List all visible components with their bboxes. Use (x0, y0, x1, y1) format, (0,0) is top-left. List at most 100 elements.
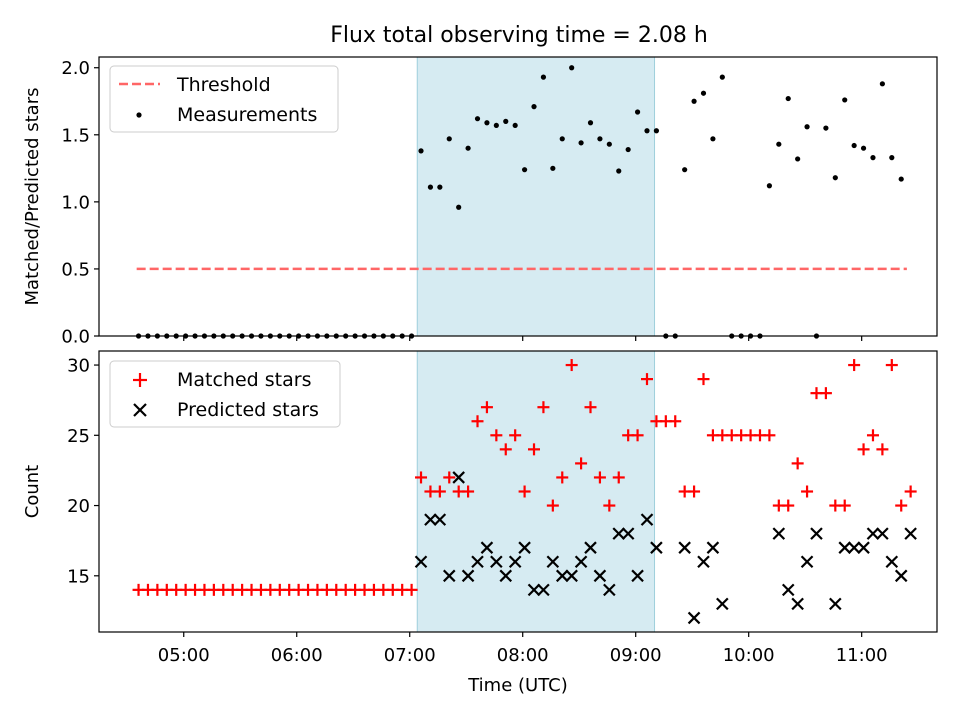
predicted-star-point (527, 583, 541, 597)
predicted-star-point (706, 541, 720, 554)
matched-star-point (593, 471, 606, 484)
predicted-star-point (508, 555, 522, 569)
legend-box (109, 65, 339, 133)
matched-star-point (499, 443, 512, 456)
measurement-point (653, 128, 660, 134)
measurement-point (870, 155, 876, 161)
predicted-star-point (593, 569, 607, 583)
y-axis-label: Count (22, 465, 43, 518)
predicted-star-point (471, 555, 484, 569)
matched-star-point (848, 359, 861, 372)
measurement-point (559, 136, 565, 142)
measurement-point (889, 155, 895, 161)
matched-star-point (904, 485, 917, 498)
measurement-point (512, 122, 518, 129)
measurement-point (521, 167, 528, 173)
measurement-point (700, 90, 707, 96)
predicted-star-point (800, 555, 814, 569)
measurement-point (465, 145, 471, 151)
predicted-star-point (885, 555, 899, 569)
measurement-point (540, 74, 547, 80)
legend: Matched stars Predicted stars (109, 360, 341, 428)
measurement-point (569, 65, 575, 71)
predicted-star-point (838, 541, 852, 554)
matched-star-point (801, 485, 814, 498)
matched-star-point (405, 583, 418, 596)
predicted-star-point (424, 513, 437, 526)
matched-star-point (612, 471, 625, 484)
measurement-point (804, 124, 810, 130)
predicted-star-point (603, 583, 616, 597)
measurement-point (474, 116, 481, 122)
matched-star-point (838, 499, 851, 512)
matched-star-point (866, 429, 879, 442)
predicted-star-point (847, 541, 861, 554)
matched-star-point (631, 429, 644, 442)
predicted-star-point (414, 555, 428, 569)
predicted-star-point (876, 527, 889, 540)
predicted-star-point (433, 513, 447, 526)
observing-window-shade (416, 56, 656, 337)
matched-star-point (433, 485, 446, 498)
legend-matched-label: Matched stars (177, 369, 311, 391)
matched-star-point (471, 415, 484, 428)
measurement-point (691, 98, 697, 104)
count-points (132, 359, 917, 625)
predicted-star-point (584, 541, 597, 554)
measurement-point (616, 168, 622, 174)
matched-star-point (640, 373, 653, 386)
y-tick-label: 0.0 (61, 327, 90, 348)
matched-star-point (584, 401, 597, 414)
y-tick-label: 2.0 (61, 58, 90, 79)
x-tick-label: 07:00 (384, 645, 436, 666)
measurement-point (625, 146, 631, 153)
matched-star-point (819, 387, 832, 400)
matched-star-point (688, 485, 701, 498)
axes-frame (98, 56, 938, 337)
measurement-point (634, 109, 641, 115)
matched-star-point (556, 471, 569, 484)
measurement-point (418, 148, 424, 154)
measurement-point (860, 145, 867, 151)
predicted-star-point (781, 583, 795, 597)
matched-star-point (518, 485, 531, 498)
y-tick-label: 0.5 (61, 259, 90, 280)
predicted-star-point (537, 583, 550, 597)
y-ticks: 0.0 0.5 1.0 1.5 2.0 (61, 58, 99, 348)
y-tick-label: 1.5 (61, 125, 90, 146)
measurement-point (587, 120, 594, 126)
predicted-star-point (565, 569, 578, 583)
predicted-star-point (612, 527, 626, 540)
predicted-star-point (461, 569, 475, 583)
measurement-point (550, 165, 556, 171)
measurement-point (795, 156, 801, 162)
predicted-star-point (810, 527, 823, 540)
legend-matched-swatch (133, 373, 147, 387)
matched-star-point (490, 429, 503, 442)
matched-star-point (415, 471, 428, 484)
measurement-point (644, 128, 650, 134)
measurement-point (842, 97, 848, 103)
measurement-point (503, 118, 509, 124)
measurement-point (776, 141, 782, 147)
legend-measurement-swatch (136, 112, 142, 118)
legend-measurement-label: Measurements (177, 104, 317, 126)
x-tick-label: 09:00 (610, 645, 662, 666)
y-tick-label: 20 (67, 496, 90, 517)
x-ticks (183, 336, 863, 341)
y-axis-label: Matched/Predicted stars (22, 88, 43, 306)
measurement-point (606, 141, 612, 147)
matched-star-point (528, 443, 541, 456)
predicted-star-point (621, 527, 635, 540)
matched-star-point (509, 429, 522, 442)
predicted-star-point (442, 569, 456, 583)
predicted-star-point (857, 541, 870, 554)
measurement-point (823, 125, 829, 131)
y-tick-label: 1.0 (61, 192, 90, 213)
legend-predicted-label: Predicted stars (177, 399, 319, 421)
legend-box (109, 360, 341, 428)
predicted-star-point (546, 555, 560, 569)
measurement-point (710, 136, 716, 142)
measurement-point (898, 176, 904, 182)
matched-star-point (537, 401, 550, 414)
